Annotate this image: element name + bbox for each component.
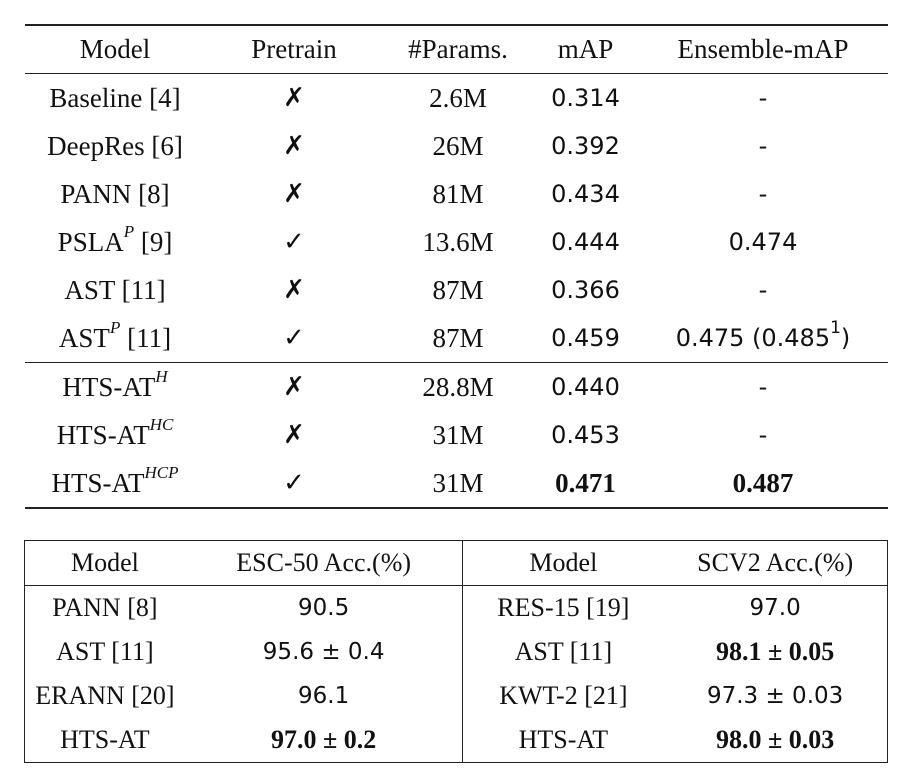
params-cell: 31M	[432, 419, 484, 450]
table-row: PANN [8] ✗ 81M 0.434 -	[25, 170, 888, 218]
table-row: PSLAP [9] ✓ 13.6M 0.444 0.474	[25, 218, 888, 266]
params-cell: 87M	[432, 274, 484, 305]
pretrain-cell: ✗	[283, 372, 305, 402]
header-model: Model	[79, 34, 151, 64]
model-cell: AST [11]	[64, 274, 166, 305]
pretrain-cell: ✗	[283, 131, 305, 161]
table-row: HTS-AT 97.0 ± 0.2 HTS-AT 98.0 ± 0.03	[25, 718, 887, 762]
esc50-acc-cell: 96.1	[185, 674, 464, 718]
model-cell: HTS-ATHC	[56, 414, 174, 450]
header-rule	[25, 73, 888, 74]
table-row: HTS-ATHC ✗ 31M 0.453 -	[25, 411, 888, 459]
map-cell: 0.314	[551, 84, 620, 112]
pretrain-cell: ✗	[283, 275, 305, 305]
table-row: DeepRes [6] ✗ 26M 0.392 -	[25, 122, 888, 170]
ensemble-map-cell: 0.475 (0.4851)	[675, 318, 851, 353]
params-cell: 81M	[432, 178, 484, 209]
header-model: Model	[529, 548, 598, 577]
model-cell: HTS-AT	[60, 725, 150, 754]
map-cell: 0.459	[551, 324, 620, 352]
ensemble-map-cell: -	[758, 132, 768, 160]
section-rule	[25, 362, 888, 363]
params-cell: 31M	[432, 467, 484, 498]
top-rule	[25, 24, 888, 26]
bottom-rule	[25, 507, 888, 509]
pretrain-cell: ✗	[283, 179, 305, 209]
map-cell: 0.392	[551, 132, 620, 160]
model-cell: ERANN [20]	[35, 681, 175, 710]
map-cell: 0.440	[551, 373, 620, 401]
pretrain-cell: ✓	[283, 323, 305, 353]
map-cell: 0.453	[551, 421, 620, 449]
pretrain-cell: ✓	[283, 227, 305, 257]
table-header-row: Model Pretrain #Params. mAP Ensemble-mAP	[25, 26, 888, 73]
model-cell: DeepRes [6]	[47, 130, 183, 161]
model-cell: HTS-ATHCP	[51, 462, 179, 498]
table-row: AST [11] 95.6 ± 0.4 AST [11] 98.1 ± 0.05	[25, 630, 887, 674]
params-cell: 26M	[432, 130, 484, 161]
map-cell: 0.366	[551, 276, 620, 304]
scv2-acc-cell: 97.3 ± 0.03	[706, 683, 844, 709]
ensemble-map-cell: -	[758, 180, 768, 208]
model-cell: ASTP [11]	[58, 317, 172, 353]
model-cell: AST [11]	[56, 637, 154, 666]
model-cell: PANN [8]	[52, 593, 158, 622]
model-superscript: P	[109, 317, 121, 337]
ensemble-map-cell: -	[758, 373, 768, 401]
ensemble-map-cell: -	[758, 276, 768, 304]
model-cell: HTS-ATH	[62, 366, 168, 402]
ensemble-map-cell: 0.474	[728, 228, 798, 256]
map-cell: 0.444	[551, 228, 620, 256]
map-cell: 0.434	[551, 180, 620, 208]
esc50-acc-cell: 97.0 ± 0.2	[185, 718, 464, 762]
pretrain-cell: ✗	[283, 83, 305, 113]
ensemble-map-cell: -	[758, 84, 768, 112]
pretrain-cell: ✓	[283, 468, 305, 498]
scv2-acc-cell: 98.0 ± 0.03	[715, 725, 835, 754]
model-cell: PANN [8]	[60, 178, 170, 209]
model-superscript: HCP	[144, 462, 179, 482]
table-row: HTS-ATH ✗ 28.8M 0.440 -	[25, 363, 888, 411]
header-esc50-acc: ESC-50 Acc.(%)	[185, 541, 464, 585]
audioset-results-table: Model Pretrain #Params. mAP Ensemble-mAP…	[25, 24, 888, 509]
footnote-marker: 1	[830, 318, 841, 338]
header-map: mAP	[557, 34, 614, 64]
model-superscript: H	[155, 366, 168, 386]
model-superscript: P	[123, 221, 135, 241]
header-params: #Params.	[408, 34, 508, 64]
ensemble-map-cell: 0.487	[732, 467, 794, 498]
model-cell: KWT-2 [21]	[499, 681, 628, 710]
model-cell: Baseline [4]	[49, 82, 181, 113]
table-row: PANN [8] 90.5 RES-15 [19] 97.0	[25, 586, 887, 630]
header-ensemble-map: Ensemble-mAP	[677, 34, 849, 64]
model-superscript: HC	[149, 414, 174, 434]
ensemble-map-cell: -	[758, 421, 768, 449]
esc50-acc-cell: 95.6 ± 0.4	[185, 630, 464, 674]
esc50-acc-cell: 90.5	[185, 586, 464, 630]
params-cell: 87M	[432, 322, 484, 353]
scv2-acc-cell: 97.0	[749, 595, 801, 621]
table-row: HTS-ATHCP ✓ 31M 0.471 0.487	[25, 459, 888, 507]
model-cell: AST [11]	[514, 637, 613, 666]
table-row: Baseline [4] ✗ 2.6M 0.314 -	[25, 74, 888, 122]
params-cell: 28.8M	[422, 371, 494, 402]
table-header-row: Model ESC-50 Acc.(%) Model SCV2 Acc.(%)	[25, 541, 887, 586]
table-row: AST [11] ✗ 87M 0.366 -	[25, 266, 888, 314]
model-cell: PSLAP [9]	[57, 221, 173, 257]
params-cell: 2.6M	[429, 82, 487, 113]
model-cell: RES-15 [19]	[497, 593, 630, 622]
scv2-acc-cell: 98.1 ± 0.05	[715, 637, 835, 666]
header-pretrain: Pretrain	[251, 34, 337, 64]
header-model: Model	[70, 548, 139, 577]
header-scv2-acc: SCV2 Acc.(%)	[697, 548, 854, 577]
esc50-scv2-results-table: Model ESC-50 Acc.(%) Model SCV2 Acc.(%) …	[24, 540, 888, 763]
table-row: ERANN [20] 96.1 KWT-2 [21] 97.3 ± 0.03	[25, 674, 887, 718]
map-cell: 0.471	[555, 467, 616, 498]
pretrain-cell: ✗	[283, 420, 305, 450]
params-cell: 13.6M	[422, 226, 494, 257]
model-cell: HTS-AT	[518, 725, 609, 754]
table-row: ASTP [11] ✓ 87M 0.459 0.475 (0.4851)	[25, 314, 888, 362]
